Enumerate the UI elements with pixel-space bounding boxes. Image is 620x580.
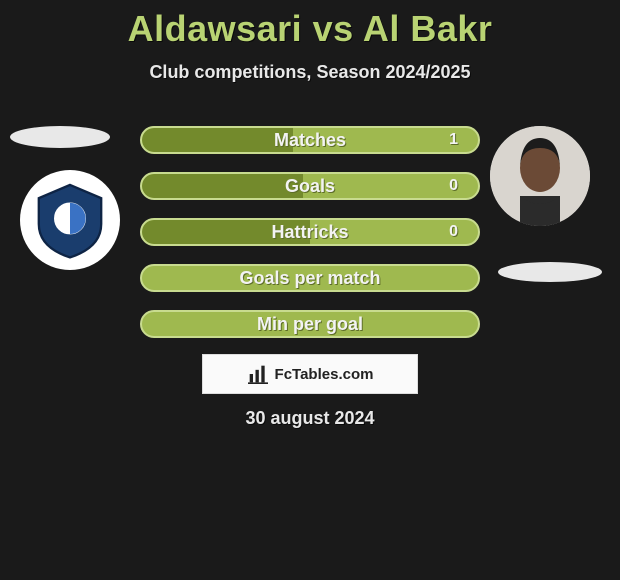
comparison-card: Aldawsari vs Al Bakr Club competitions, … [0,0,620,580]
stat-row: Goals per match [140,264,480,292]
stat-row: Hattricks0 [140,218,480,246]
brand-name: FcTables.com [275,366,374,383]
stat-label: Goals per match [142,266,478,290]
brand-attribution[interactable]: FcTables.com [202,354,418,394]
stat-value-right: 0 [449,220,458,244]
stat-value-right: 0 [449,174,458,198]
bar-chart-icon [247,364,269,384]
avatar-placeholder-icon [490,126,590,226]
club-crest-icon [31,181,109,259]
stat-row: Goals0 [140,172,480,200]
stat-value-right: 1 [449,128,458,152]
stat-row: Min per goal [140,310,480,338]
stat-pill: Goals per match [140,264,480,292]
stat-pill-fill [142,128,293,152]
player-left-marker-ellipse [10,126,110,148]
stat-pill-fill [142,174,303,198]
stat-pill: Matches1 [140,126,480,154]
stat-pill: Hattricks0 [140,218,480,246]
snapshot-date: 30 august 2024 [0,408,620,429]
page-title: Aldawsari vs Al Bakr [0,8,620,50]
subtitle: Club competitions, Season 2024/2025 [0,62,620,83]
player-right-avatar [490,126,590,226]
stat-pill: Min per goal [140,310,480,338]
player-left-club-badge [20,170,120,270]
stat-pill-fill [142,220,310,244]
stat-row: Matches1 [140,126,480,154]
stat-pill: Goals0 [140,172,480,200]
player-right-marker-ellipse [498,262,602,282]
stat-label: Min per goal [142,312,478,336]
